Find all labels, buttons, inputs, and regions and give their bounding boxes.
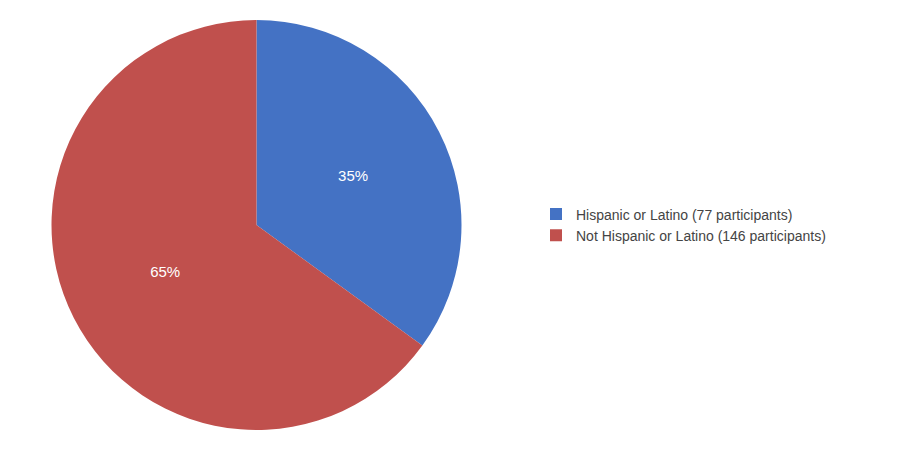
svg-text:Not Hispanic or Latino (146 pa: Not Hispanic or Latino (146 participants… [576,228,826,244]
svg-text:Hispanic or Latino (77 partici: Hispanic or Latino (77 participants) [576,207,792,223]
svg-text:35%: 35% [338,167,368,184]
svg-text:65%: 65% [150,263,180,280]
